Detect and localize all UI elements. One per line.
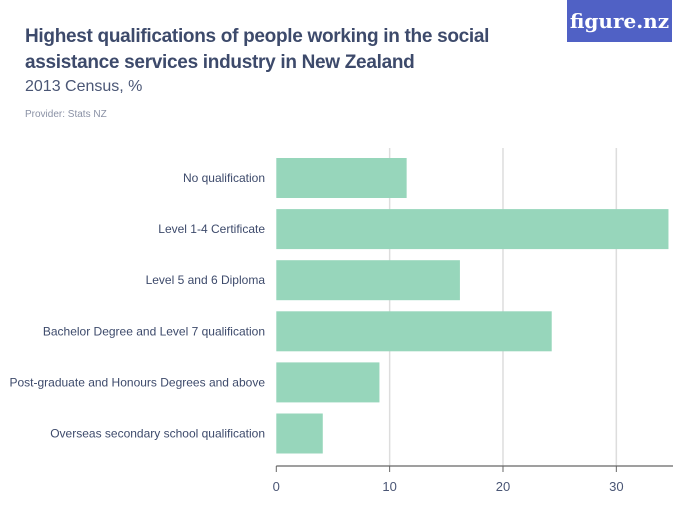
x-tick-label: 20 <box>496 479 510 494</box>
chart-subtitle: 2013 Census, % <box>25 78 143 95</box>
chart-title: Highest qualifications of people working… <box>25 26 490 73</box>
x-tick-label: 0 <box>273 479 280 494</box>
category-label: Overseas secondary school qualification <box>50 427 265 441</box>
bar <box>276 362 380 403</box>
bar <box>276 209 669 250</box>
bar <box>276 158 407 198</box>
bar <box>276 260 460 301</box>
category-label: Bachelor Degree and Level 7 qualificatio… <box>43 324 265 338</box>
category-label: Level 5 and 6 Diploma <box>146 273 266 287</box>
category-label: Post-graduate and Honours Degrees and ab… <box>9 375 265 389</box>
figure-nz-logo[interactable]: figure.nz <box>567 0 672 42</box>
category-label: No qualification <box>183 171 265 185</box>
bar <box>276 413 323 454</box>
x-tick-label: 10 <box>382 479 396 494</box>
provider-label: Provider: Stats NZ <box>25 109 107 120</box>
category-label: Level 1-4 Certificate <box>158 222 265 236</box>
x-tick-label: 30 <box>609 479 623 494</box>
bar <box>276 311 552 352</box>
